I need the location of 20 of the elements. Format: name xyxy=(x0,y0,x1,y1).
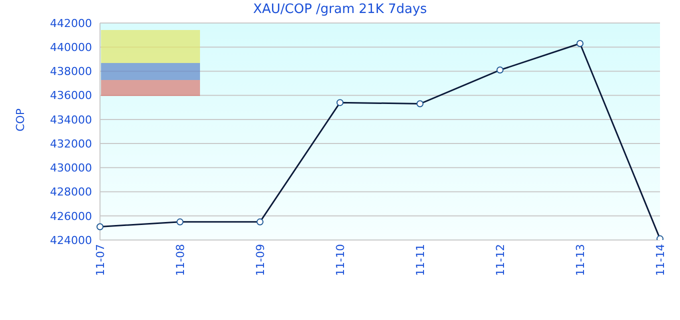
y-tick-label: 424000 xyxy=(50,234,92,247)
y-tick-label: 428000 xyxy=(50,186,92,199)
x-tick-label: 11-09 xyxy=(254,244,267,276)
x-tick-label: 11-10 xyxy=(334,244,347,276)
x-tick-label: 11-07 xyxy=(94,244,107,276)
x-tick-label: 11-08 xyxy=(174,244,187,276)
x-tick-label: 11-11 xyxy=(414,244,427,276)
y-tick-label: 432000 xyxy=(50,137,92,150)
y-axis-title: COP xyxy=(14,108,27,132)
y-tick-label: 442000 xyxy=(50,16,92,30)
y-tick-label: 434000 xyxy=(50,113,92,126)
x-tick-label: 11-12 xyxy=(494,244,507,276)
chart-title: XAU/COP /gram 21K 7days xyxy=(252,2,428,17)
y-tick-label: 436000 xyxy=(50,89,92,102)
y-tick-label: 426000 xyxy=(50,210,92,223)
y-tick-label: 440000 xyxy=(50,41,92,54)
y-tick-label: 430000 xyxy=(50,162,92,175)
x-tick-label: 11-14 xyxy=(654,244,667,276)
y-tick-label: 438000 xyxy=(50,65,92,78)
x-tick-label: 11-13 xyxy=(574,244,587,276)
